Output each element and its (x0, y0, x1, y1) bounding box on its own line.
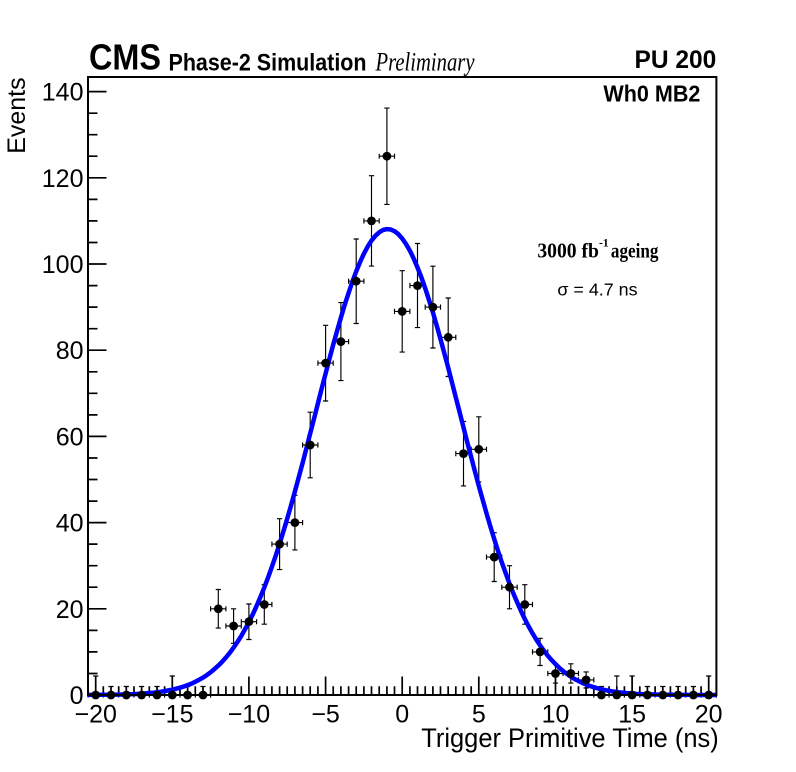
svg-text:−20: −20 (74, 701, 116, 729)
svg-text:10: 10 (542, 701, 570, 729)
svg-text:−5: −5 (311, 701, 340, 729)
svg-text:Preliminary: Preliminary (375, 48, 475, 77)
svg-text:Events: Events (3, 77, 31, 153)
svg-text:Wh0 MB2: Wh0 MB2 (603, 80, 700, 106)
svg-text:80: 80 (56, 337, 84, 365)
svg-text:40: 40 (56, 510, 84, 538)
svg-text:σ = 4.7 ns: σ = 4.7 ns (557, 280, 637, 300)
svg-text:140: 140 (42, 79, 84, 107)
svg-text:-1: -1 (599, 238, 609, 250)
svg-text:0: 0 (70, 682, 84, 710)
svg-text:0: 0 (395, 701, 409, 729)
svg-text:100: 100 (42, 251, 84, 279)
svg-text:PU 200: PU 200 (635, 46, 717, 74)
svg-text:3000 fb: 3000 fb (537, 239, 599, 263)
svg-text:Trigger Primitive Time (ns): Trigger Primitive Time (ns) (421, 723, 718, 753)
svg-text:CMS: CMS (89, 37, 161, 78)
svg-text:20: 20 (695, 701, 723, 729)
svg-text:60: 60 (56, 423, 84, 451)
svg-text:−15: −15 (151, 701, 193, 729)
svg-text:15: 15 (618, 701, 646, 729)
svg-text:120: 120 (42, 165, 84, 193)
svg-text:20: 20 (56, 596, 84, 624)
svg-text:ageing: ageing (611, 239, 659, 263)
svg-text:Phase-2 Simulation: Phase-2 Simulation (169, 50, 367, 77)
svg-text:5: 5 (472, 701, 486, 729)
svg-text:−10: −10 (228, 701, 270, 729)
